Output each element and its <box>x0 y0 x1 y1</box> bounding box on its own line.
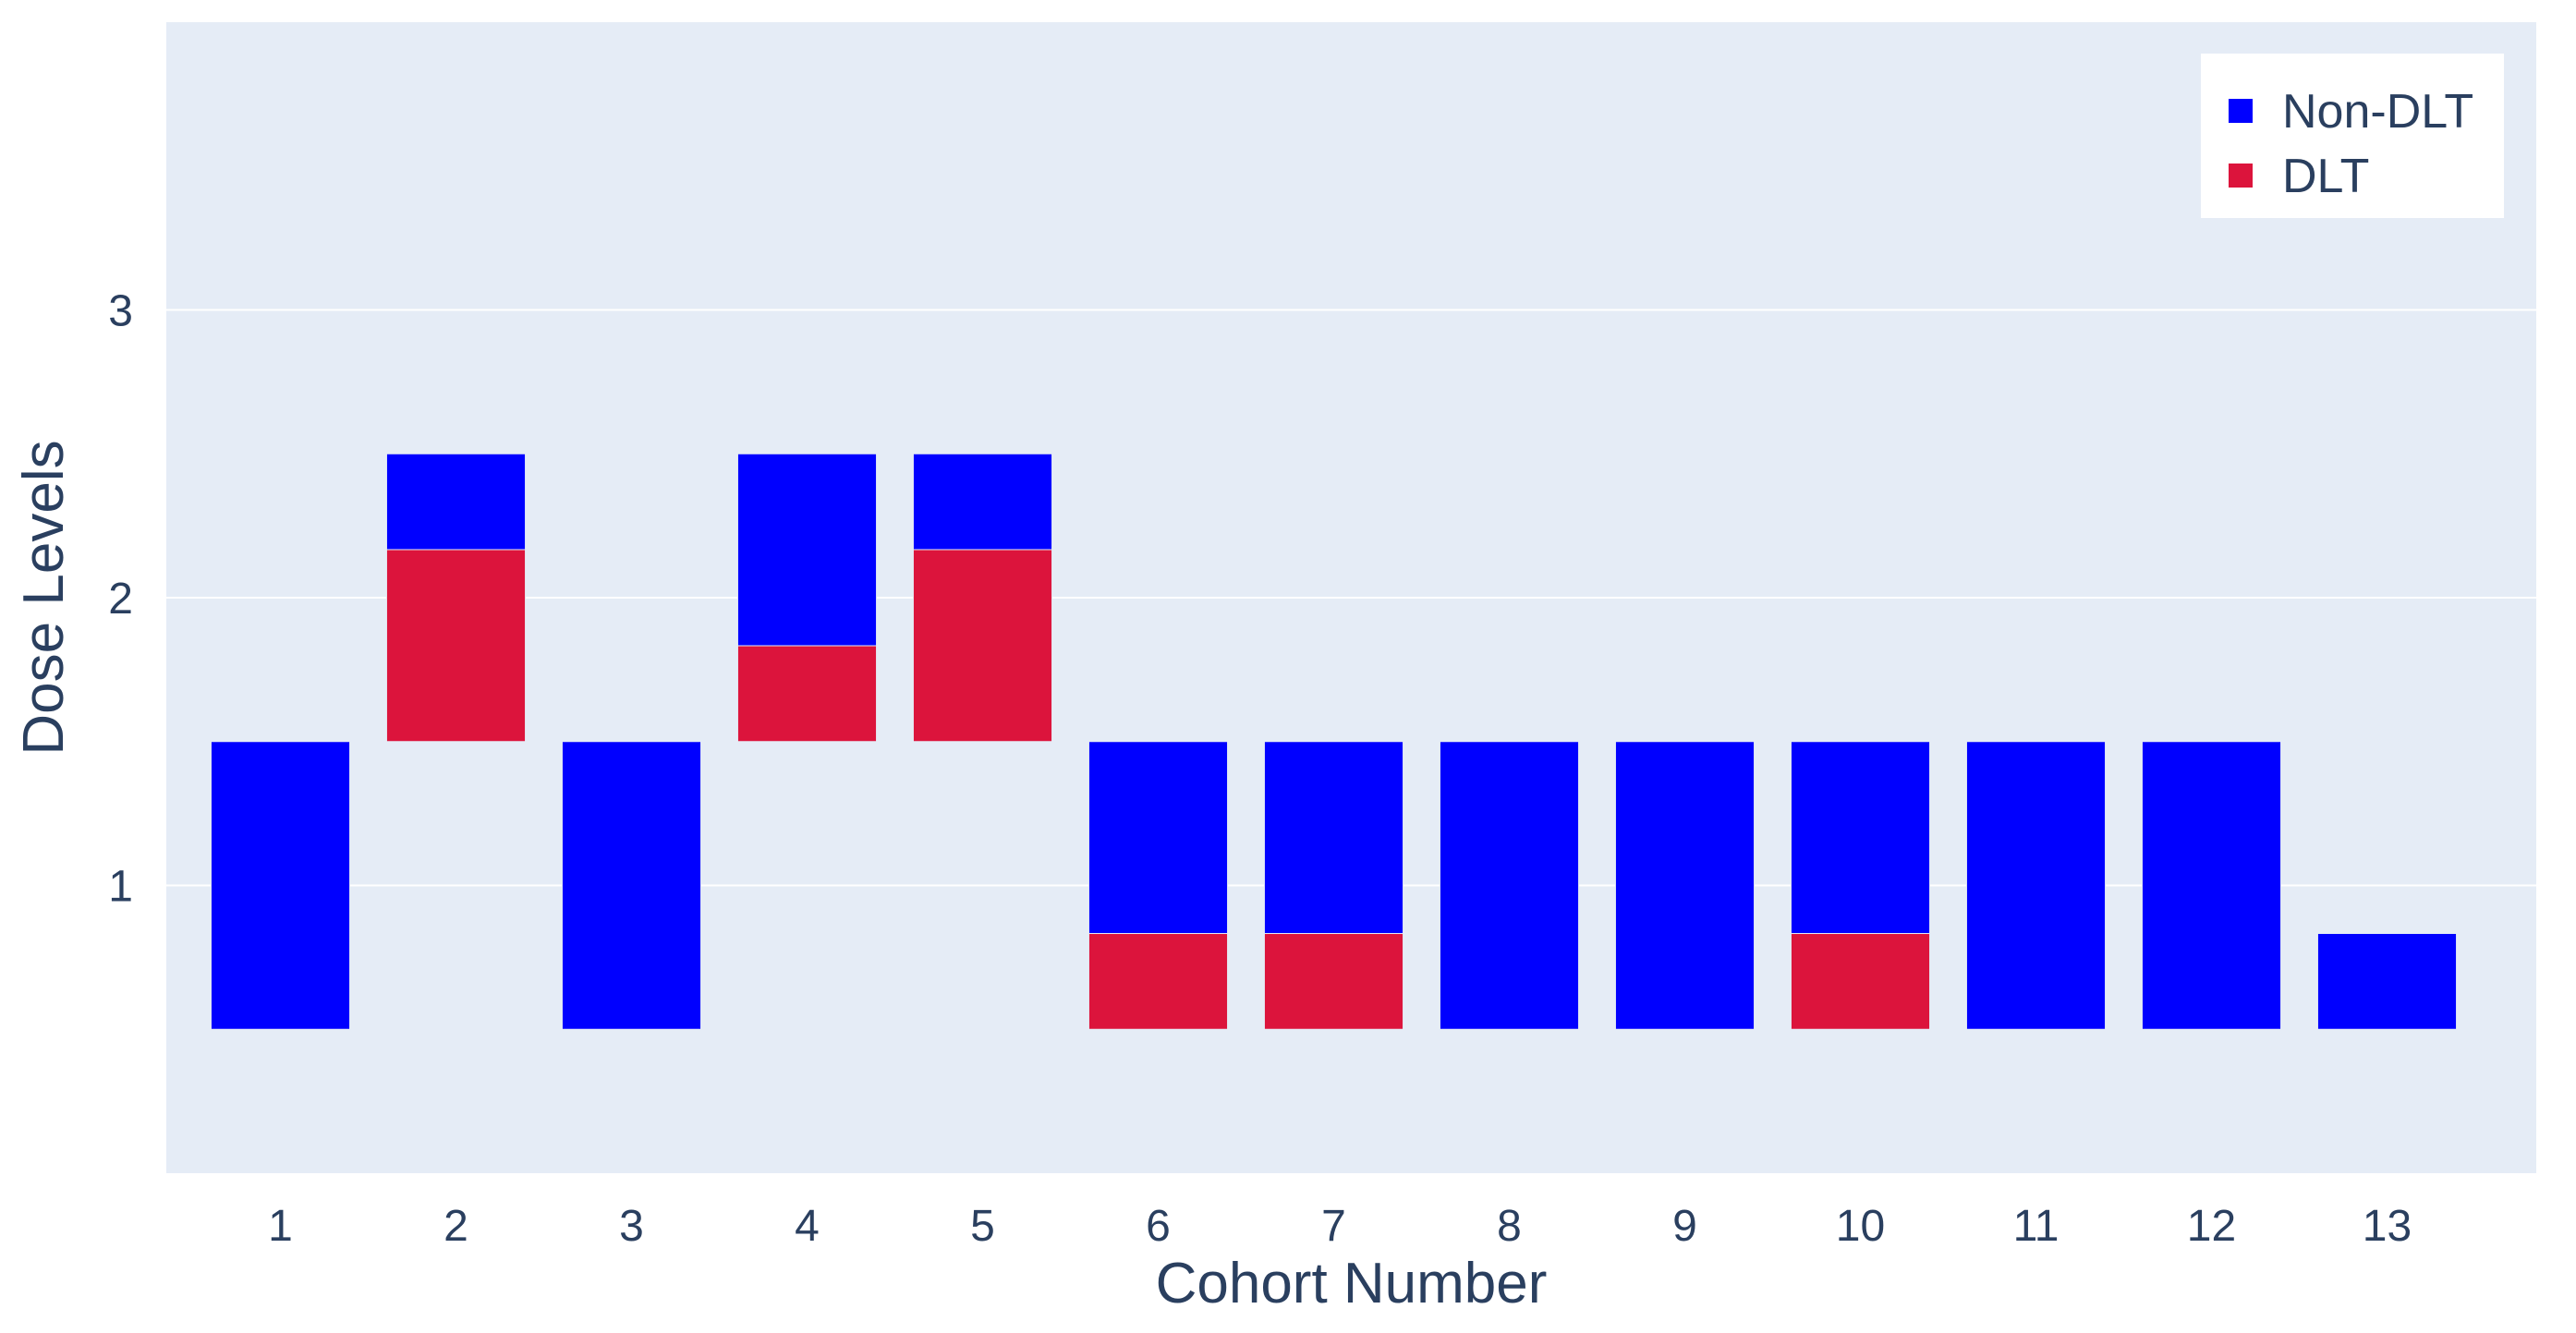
legend-swatch-dlt[interactable] <box>2229 164 2253 188</box>
bar-non-dlt-cohort-5[interactable] <box>912 453 1053 551</box>
bar-non-dlt-cohort-6[interactable] <box>1088 741 1229 935</box>
bar-non-dlt-cohort-7[interactable] <box>1263 741 1404 935</box>
bar-non-dlt-cohort-10[interactable] <box>1790 741 1931 935</box>
x-tick-label: 9 <box>1672 1202 1697 1251</box>
bar-dlt-cohort-10[interactable] <box>1790 933 1931 1030</box>
x-tick-label: 6 <box>1146 1202 1171 1251</box>
x-tick-label: 5 <box>970 1202 995 1251</box>
y-axis-title: Dose Levels <box>12 440 76 755</box>
bar-non-dlt-cohort-8[interactable] <box>1439 741 1580 1030</box>
x-axis-title: Cohort Number <box>1156 1252 1548 1315</box>
x-tick-label: 2 <box>444 1202 468 1251</box>
legend[interactable]: Non-DLT DLT <box>2201 54 2504 218</box>
bar-dlt-cohort-2[interactable] <box>385 549 527 743</box>
x-tick-label: 12 <box>2187 1202 2236 1251</box>
bar-dlt-cohort-6[interactable] <box>1088 933 1229 1030</box>
bar-dlt-cohort-5[interactable] <box>912 549 1053 743</box>
x-tick-labels: 1 2 3 4 5 6 7 8 9 10 11 12 13 <box>268 1202 2412 1251</box>
bar-non-dlt-cohort-1[interactable] <box>210 741 351 1030</box>
legend-label-dlt[interactable]: DLT <box>2282 150 2369 203</box>
x-tick-label: 10 <box>1836 1202 1885 1251</box>
y-tick-label: 3 <box>108 287 133 336</box>
y-tick-label: 1 <box>108 863 133 912</box>
x-tick-label: 11 <box>2013 1202 2060 1251</box>
x-tick-label: 4 <box>795 1202 820 1251</box>
legend-label-non-dlt[interactable]: Non-DLT <box>2282 85 2473 139</box>
x-tick-label: 1 <box>268 1202 293 1251</box>
bar-non-dlt-cohort-11[interactable] <box>1965 741 2107 1030</box>
legend-swatch-non-dlt[interactable] <box>2229 99 2253 123</box>
y-tick-labels: 1 2 3 <box>108 287 133 912</box>
y-tick-label: 2 <box>108 575 133 624</box>
bar-non-dlt-cohort-3[interactable] <box>561 741 702 1030</box>
legend-background <box>2201 54 2504 218</box>
bar-non-dlt-cohort-2[interactable] <box>385 453 527 551</box>
bar-non-dlt-cohort-4[interactable] <box>736 453 878 647</box>
x-tick-label: 3 <box>619 1202 644 1251</box>
x-tick-label: 8 <box>1497 1202 1522 1251</box>
bar-non-dlt-cohort-9[interactable] <box>1614 741 1756 1030</box>
x-tick-label: 13 <box>2363 1202 2412 1251</box>
bar-non-dlt-cohort-12[interactable] <box>2141 741 2282 1030</box>
bar-segments <box>210 453 2458 1030</box>
x-tick-label: 7 <box>1321 1202 1346 1251</box>
bar-non-dlt-cohort-13[interactable] <box>2316 933 2458 1030</box>
bar-dlt-cohort-4[interactable] <box>736 645 878 743</box>
bar-dlt-cohort-7[interactable] <box>1263 933 1404 1030</box>
